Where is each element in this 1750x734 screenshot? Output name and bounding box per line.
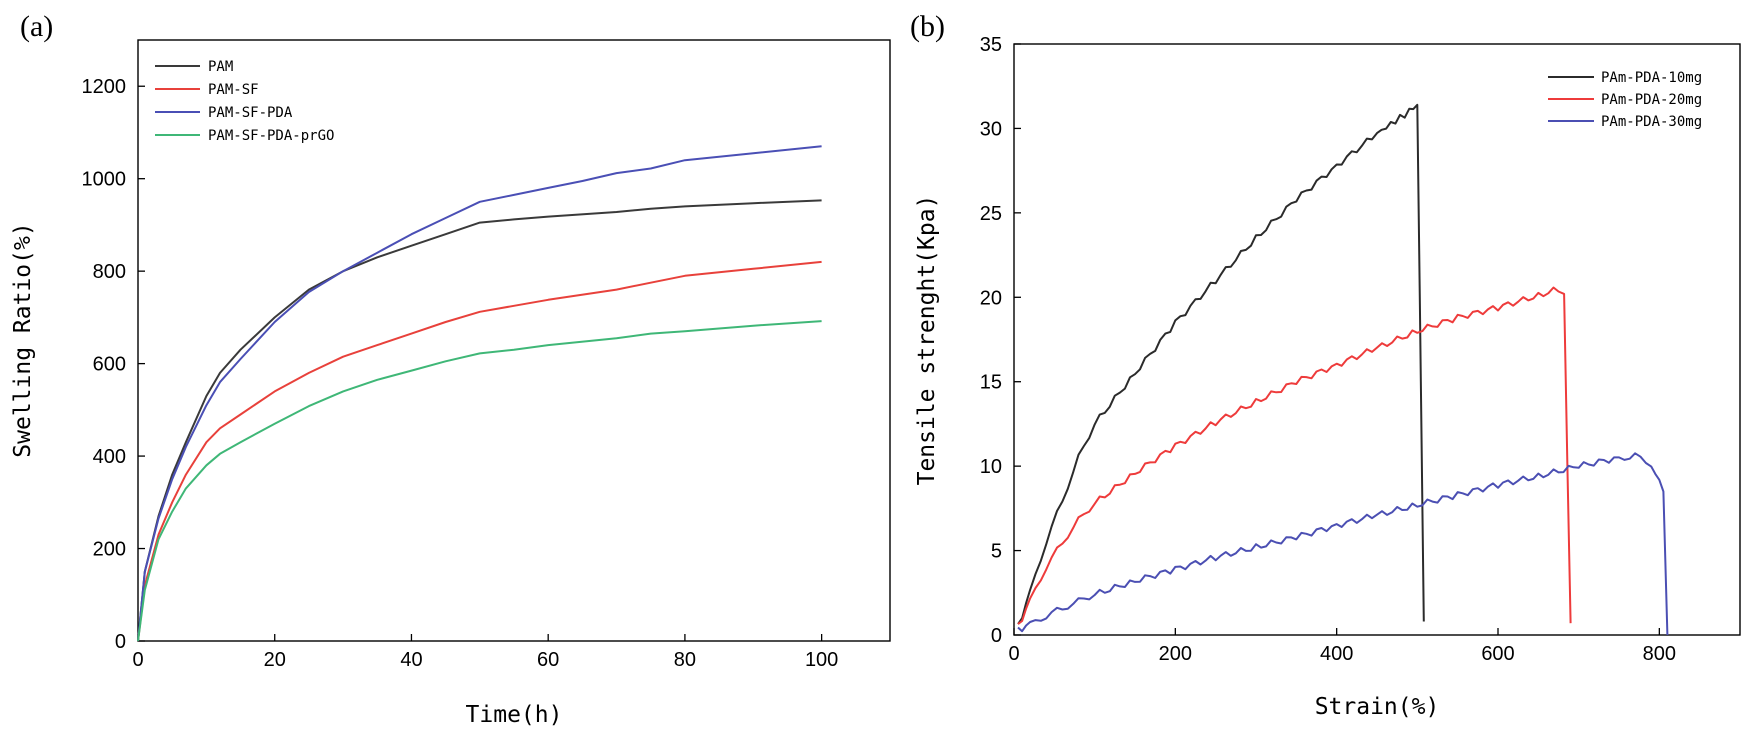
- legend-label-pam-sf-pda: PAM-SF-PDA: [208, 105, 293, 121]
- panel-b-legend: PAm-PDA-10mg PAm-PDA-20mg PAm-PDA-30mg: [1548, 70, 1702, 130]
- series-line-pam-sf-pda-prgo: [137, 320, 822, 642]
- x-tick-label: 20: [264, 649, 286, 671]
- y-tick-label: 1200: [82, 76, 127, 98]
- x-tick-label: 0: [1008, 643, 1019, 665]
- panel-a-label: (a): [20, 10, 53, 43]
- panel-b-ticks: 0 200 400 600 800 0 5 10 15 20 25 30 35: [980, 34, 1676, 665]
- panel-b-tensile-chart: (b) 0 200 400 600 800 0 5 10 15 20 25 30 35 Strain(%…: [910, 10, 1741, 720]
- legend-label-pam-sf-pda-prgo: PAM-SF-PDA-prGO: [208, 128, 334, 144]
- x-tick-label: 0: [132, 649, 143, 671]
- panel-b-plot-frame: [1013, 43, 1741, 636]
- x-tick-label: 100: [805, 649, 838, 671]
- y-tick-label: 30: [980, 118, 1002, 140]
- legend-label-10mg: PAm-PDA-10mg: [1601, 70, 1702, 86]
- legend-label-pam: PAM: [208, 59, 233, 75]
- x-tick-label: 800: [1643, 643, 1676, 665]
- legend-label-30mg: PAm-PDA-30mg: [1601, 114, 1702, 130]
- panel-a-x-axis-title: Time(h): [466, 702, 563, 728]
- panel-b-y-axis-title: Tensile strenght(Kpa): [914, 195, 940, 486]
- y-tick-label: 0: [115, 631, 126, 653]
- series-line-pam-pda-10mg: [1017, 103, 1425, 625]
- series-line-pam: [137, 199, 822, 642]
- y-tick-label: 200: [93, 539, 126, 561]
- y-tick-label: 5: [991, 541, 1002, 563]
- panel-a-legend: PAM PAM-SF PAM-SF-PDA PAM-SF-PDA-prGO: [155, 59, 334, 144]
- x-tick-label: 40: [400, 649, 422, 671]
- panel-a-y-axis-title: Swelling Ratio(%): [10, 222, 36, 457]
- panel-a-plot-frame: [137, 39, 891, 642]
- x-tick-label: 400: [1320, 643, 1353, 665]
- panel-b-label: (b): [910, 10, 945, 43]
- x-tick-label: 60: [537, 649, 559, 671]
- legend-label-pam-sf: PAM-SF: [208, 82, 259, 98]
- y-tick-label: 20: [980, 287, 1002, 309]
- series-line-pam-sf-pda: [137, 145, 822, 642]
- panel-b-series: [1017, 103, 1669, 636]
- y-tick-label: 800: [93, 261, 126, 283]
- y-tick-label: 15: [980, 372, 1002, 394]
- panel-a-series: [137, 145, 822, 642]
- y-tick-label: 1000: [82, 169, 127, 191]
- series-line-pam-sf: [137, 260, 822, 642]
- y-tick-label: 0: [991, 625, 1002, 647]
- y-tick-label: 600: [93, 354, 126, 376]
- y-tick-label: 35: [980, 34, 1002, 56]
- x-tick-label: 200: [1159, 643, 1192, 665]
- y-tick-label: 400: [93, 446, 126, 468]
- series-line-pam-pda-30mg: [1017, 452, 1669, 636]
- y-tick-label: 10: [980, 456, 1002, 478]
- x-tick-label: 80: [674, 649, 696, 671]
- series-line-pam-pda-20mg: [1017, 286, 1572, 625]
- x-tick-label: 600: [1481, 643, 1514, 665]
- y-tick-label: 25: [980, 203, 1002, 225]
- panel-b-x-axis-title: Strain(%): [1315, 694, 1440, 720]
- legend-label-20mg: PAm-PDA-20mg: [1601, 92, 1702, 108]
